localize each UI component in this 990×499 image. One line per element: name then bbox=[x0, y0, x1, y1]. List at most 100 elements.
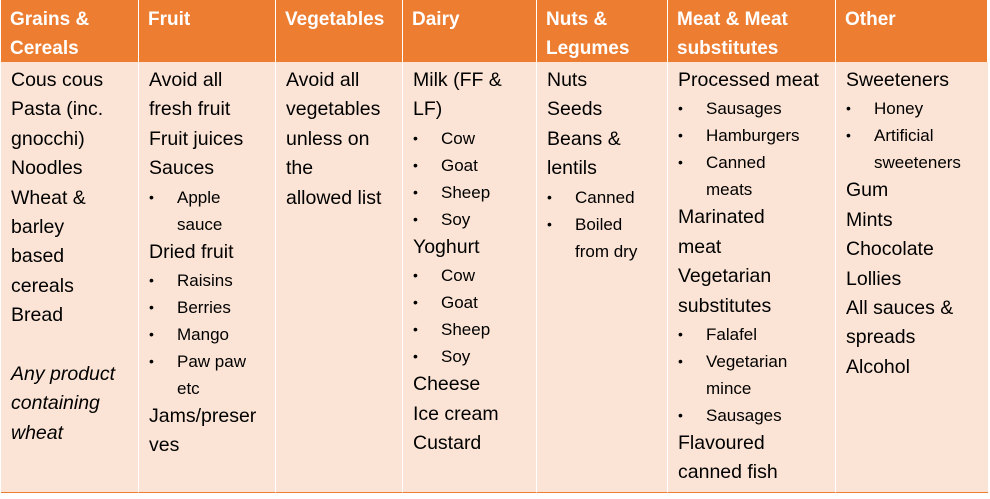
cell-other: Sweeteners • Honey • Artificial sweeteners … bbox=[836, 62, 988, 493]
item-text: Marinated bbox=[678, 206, 765, 229]
item-text: Nuts bbox=[547, 69, 588, 91]
bullet-icon: • bbox=[413, 321, 418, 338]
item-text: Yoghurt bbox=[413, 235, 480, 258]
item-text: Wheat & bbox=[11, 186, 86, 209]
item-text: Beans & bbox=[547, 127, 621, 150]
bullet-icon: • bbox=[413, 348, 418, 365]
item-text: unless on bbox=[286, 127, 370, 150]
item-text: Mints bbox=[846, 208, 893, 231]
cell-dairy: Milk (FF & LF) • Cow • Goat • Sheep • Soy Yo… bbox=[403, 62, 537, 493]
bullet-icon: • bbox=[846, 127, 851, 144]
item-text: Alcohol bbox=[846, 355, 910, 378]
bullet-icon: • bbox=[149, 326, 154, 343]
bullet-icon: • bbox=[413, 156, 418, 173]
list-item: • Sausages bbox=[678, 402, 832, 429]
bullet-icon: • bbox=[413, 210, 418, 227]
list-item: • Sheep bbox=[413, 179, 533, 206]
item-text: Lollies bbox=[846, 267, 902, 290]
item-text: canned fish bbox=[678, 461, 778, 484]
bullet-icon: • bbox=[678, 127, 683, 144]
bullet-icon: • bbox=[149, 188, 154, 205]
cell-nuts-legumes: Nuts Seeds Beans & lentils • Canned • Boil… bbox=[537, 62, 668, 493]
list-item: • Mango bbox=[149, 321, 272, 348]
item-text: All sauces & bbox=[846, 297, 954, 320]
bullet-icon: • bbox=[678, 326, 683, 343]
item-text: Soy bbox=[441, 209, 471, 229]
list-item: • Canned meats bbox=[678, 149, 832, 203]
item-text: Ice cream bbox=[413, 402, 499, 425]
item-text: Jams/preser bbox=[149, 405, 257, 428]
item-text: Canned bbox=[575, 187, 635, 207]
vegetarian-list: • Falafel • Vegetarian mince • Sausages bbox=[678, 321, 832, 429]
bullet-icon: • bbox=[413, 267, 418, 284]
item-text: Goat bbox=[441, 293, 478, 313]
item-text: Sauces bbox=[149, 157, 215, 180]
item-text: Artificial bbox=[874, 126, 934, 146]
yoghurt-list: • Cow • Goat • Sheep • Soy bbox=[413, 262, 533, 370]
item-text: based bbox=[11, 245, 65, 268]
item-text: Sausages bbox=[706, 99, 782, 119]
bullet-icon: • bbox=[149, 272, 154, 289]
list-item: • Falafel bbox=[678, 321, 832, 348]
item-text: Noodles bbox=[11, 157, 83, 180]
item-text: Boiled bbox=[575, 214, 623, 234]
dried-fruit-list: • Raisins • Berries • Mango • Paw paw etc bbox=[149, 267, 272, 402]
item-text: spreads bbox=[846, 326, 916, 349]
item-text: Vegetarian bbox=[678, 265, 772, 288]
header-fruit: Fruit bbox=[139, 0, 276, 62]
spacer bbox=[11, 331, 135, 360]
item-text: sweeteners bbox=[874, 153, 961, 173]
list-item: • Honey bbox=[846, 95, 985, 122]
list-item: • Goat bbox=[413, 152, 533, 179]
header-nuts-legumes: Nuts & Legumes bbox=[537, 0, 668, 62]
item-text: Apple bbox=[177, 187, 221, 207]
list-item: • Vegetarian mince bbox=[678, 348, 832, 402]
item-text: Avoid all bbox=[286, 69, 360, 91]
bullet-icon: • bbox=[149, 353, 154, 370]
item-text: gnocchi) bbox=[11, 127, 85, 150]
header-grains: Grains & Cereals bbox=[1, 0, 139, 62]
list-item: • Artificial sweeteners bbox=[846, 122, 985, 176]
item-text: cereals bbox=[11, 274, 74, 297]
note-text: containing bbox=[11, 392, 100, 415]
list-item: • Soy bbox=[413, 206, 533, 233]
bullet-icon: • bbox=[678, 154, 683, 171]
item-text: Cheese bbox=[413, 373, 481, 396]
list-item: • Hamburgers bbox=[678, 122, 832, 149]
item-text: sauce bbox=[177, 214, 223, 234]
item-text: the bbox=[286, 157, 314, 180]
item-text: Sheep bbox=[441, 182, 491, 202]
list-item: • Soy bbox=[413, 343, 533, 370]
bullet-icon: • bbox=[413, 294, 418, 311]
item-text: mince bbox=[706, 379, 752, 399]
item-text: Falafel bbox=[706, 325, 758, 345]
item-text: LF) bbox=[413, 98, 443, 121]
bullet-icon: • bbox=[678, 353, 683, 370]
item-text: Berries bbox=[177, 298, 231, 318]
item-text: Bread bbox=[11, 304, 64, 327]
item-text: Cow bbox=[441, 128, 476, 148]
item-text: Avoid all bbox=[149, 69, 223, 91]
cell-vegetables: Avoid all vegetables unless on the allow… bbox=[276, 62, 403, 493]
list-item: • Cow bbox=[413, 125, 533, 152]
list-item: • Goat bbox=[413, 289, 533, 316]
note-text: wheat bbox=[11, 421, 64, 444]
item-text: Gum bbox=[846, 179, 889, 202]
lentils-list: • Canned • Boiled from dry bbox=[547, 184, 664, 265]
bullet-icon: • bbox=[413, 129, 418, 146]
item-text: Flavoured bbox=[678, 432, 765, 455]
bullet-icon: • bbox=[413, 183, 418, 200]
cell-fruit: Avoid all fresh fruit Fruit juices Sauce… bbox=[139, 62, 276, 493]
bullet-icon: • bbox=[149, 299, 154, 316]
list-item: • Boiled from dry bbox=[547, 211, 664, 265]
item-text: from dry bbox=[575, 241, 638, 261]
header-other: Other bbox=[836, 0, 988, 62]
item-text: allowed list bbox=[286, 186, 382, 209]
item-text: Chocolate bbox=[846, 238, 934, 261]
sweeteners-list: • Honey • Artificial sweeteners bbox=[846, 95, 985, 176]
item-text: Pasta (inc. bbox=[11, 98, 104, 121]
bullet-icon: • bbox=[678, 407, 683, 424]
item-text: Raisins bbox=[177, 271, 233, 291]
item-text: Canned bbox=[706, 153, 766, 173]
item-text: substitutes bbox=[678, 294, 772, 317]
